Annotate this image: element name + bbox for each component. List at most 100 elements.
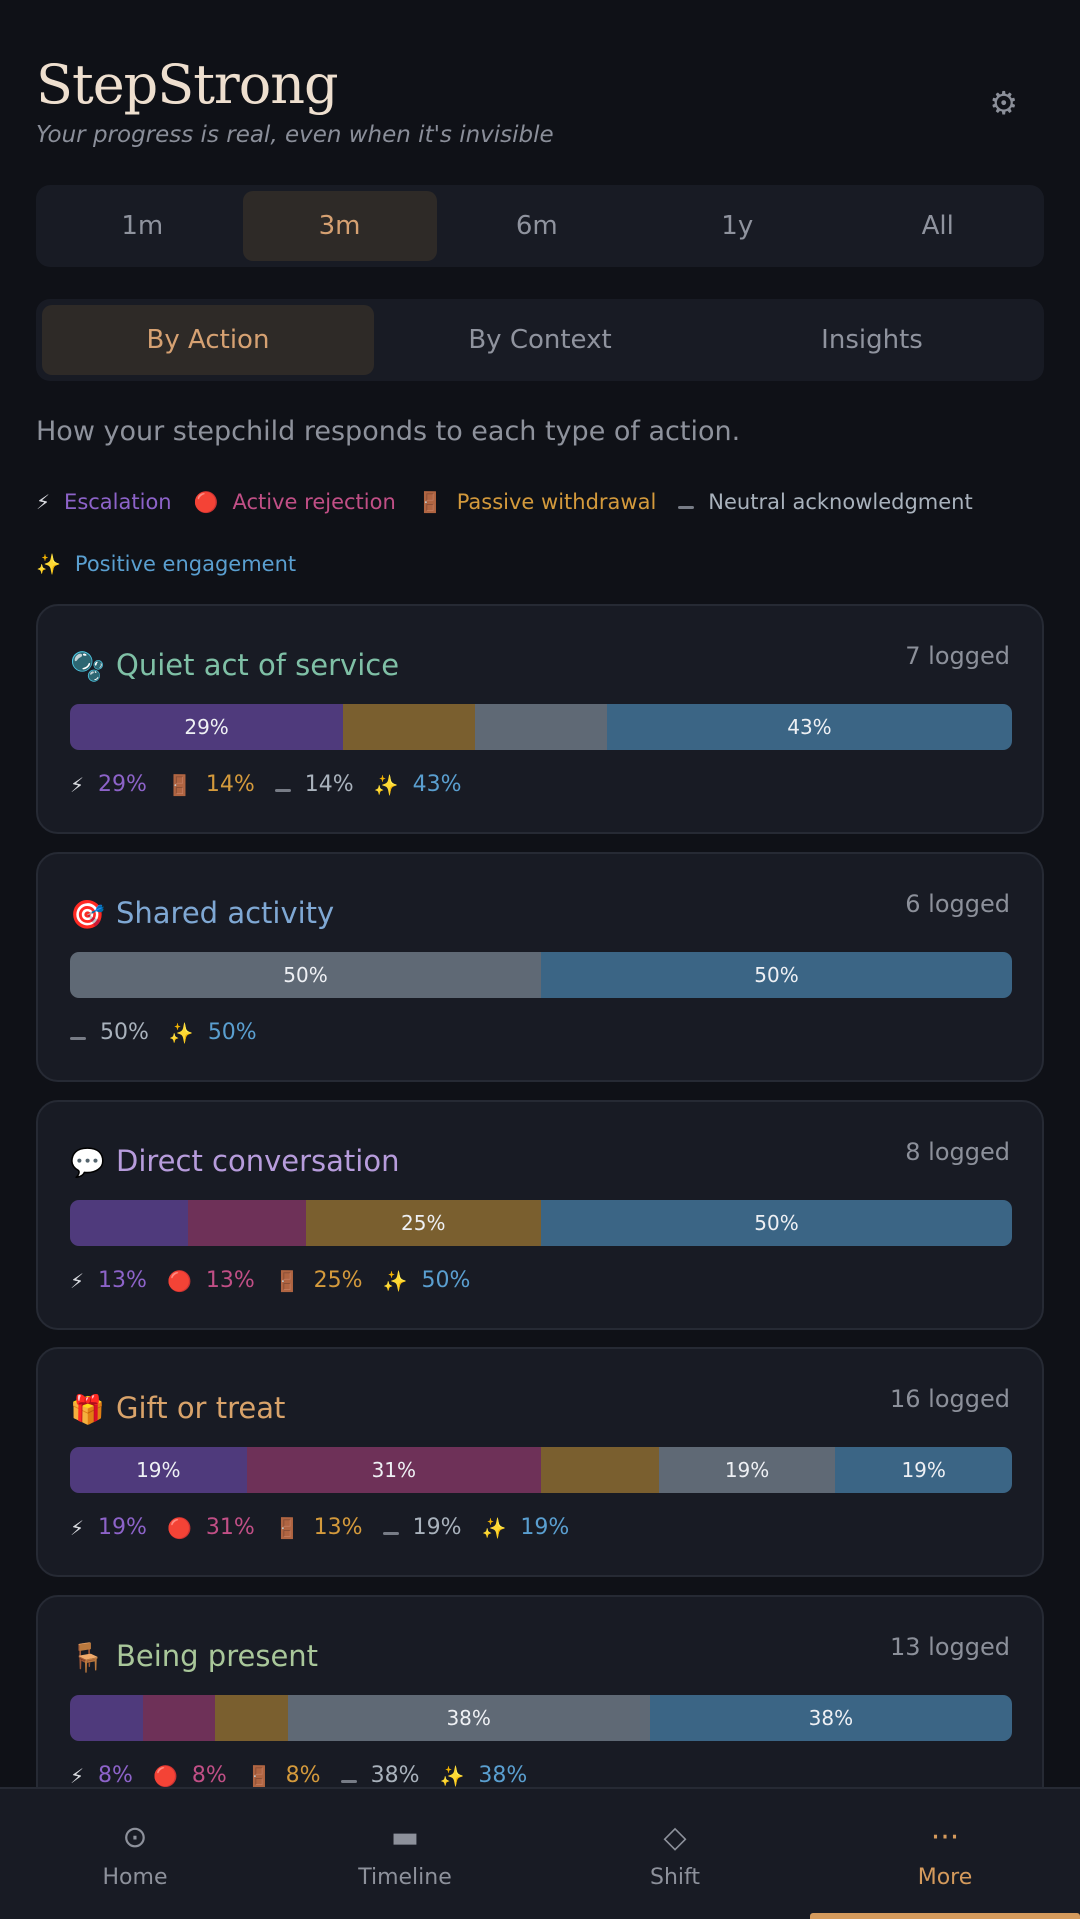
stat-value: 8% [285,1763,321,1788]
legend-label: Neutral acknowledgment [708,490,973,514]
stat-value: 19% [98,1515,147,1540]
card-icon: 🪑 [70,1641,105,1674]
stat-positive: ✨ 38% [439,1763,527,1788]
stat-value: 19% [520,1515,570,1540]
bar-segment-positive: 50% [541,1200,1012,1246]
stat-value: 13% [313,1515,363,1540]
red-circle-icon: 🔴 [166,1268,192,1293]
response-bar: 29% 43% [70,704,1012,750]
bar-segment-escalation [70,1695,143,1741]
stat-value: 38% [478,1763,528,1788]
stat-rejection: 🔴 13% [167,1268,255,1293]
door-icon: 🚪 [246,1763,272,1788]
range-tab-3m[interactable]: 3m [242,191,437,261]
card-title: Shared activity [116,896,335,930]
legend-label: Escalation [64,490,172,514]
nav-shift[interactable]: ◇ Shift [540,1789,810,1919]
bar-segment-positive: 43% [606,704,1012,750]
card-title: Gift or treat [116,1391,286,1425]
lightning-icon: ⚡ [70,1268,85,1293]
bar-segment-neutral: 19% [658,1447,836,1493]
stat-value: 29% [98,772,147,797]
nav-more[interactable]: ··· More [810,1789,1080,1919]
stat-withdrawal: 🚪 14% [167,772,255,797]
nav-label: Home [102,1864,168,1890]
bar-segment-rejection: 31% [246,1447,541,1493]
stat-positive: ✨ 50% [169,1020,257,1045]
red-circle-icon: 🔴 [152,1763,178,1788]
bar-segment-neutral [475,704,607,750]
sparkles-icon: ✨ [36,552,61,576]
nav-timeline[interactable]: ▬ Timeline [270,1789,540,1919]
lightning-icon: ⚡ [70,1515,85,1540]
response-bar: 50% 50% [70,952,1012,998]
intro-text: How your stepchild responds to each type… [36,416,741,447]
door-icon: 🚪 [417,490,443,514]
action-card[interactable]: 🎁 Gift or treat 16 logged 19% 31% 19% 19% ⚡ 19% 🔴… [36,1347,1044,1577]
stat-value: 8% [191,1763,227,1788]
door-icon: 🚪 [166,772,192,797]
legend-label: Positive engagement [74,552,297,576]
legend-withdrawal: 🚪 Passive withdrawal [418,486,657,518]
card-icon: 🎁 [70,1393,105,1426]
response-stats: 50% ✨ 50% [70,1020,277,1045]
logged-count: 7 logged [905,642,1010,670]
range-tab-all[interactable]: All [921,211,954,241]
stat-value: 13% [205,1268,255,1293]
door-icon: 🚪 [274,1268,300,1293]
legend: ⚡ Escalation 🔴 Active rejection 🚪 Passiv… [36,486,1046,580]
bar-segment-withdrawal: 25% [305,1200,541,1246]
legend-label: Passive withdrawal [456,490,657,514]
stat-positive: ✨ 50% [383,1268,471,1293]
timeline-icon: ▬ [390,1819,420,1855]
lightning-icon: ⚡ [70,772,85,797]
action-card[interactable]: 💬 Direct conversation 8 logged 25% 50% ⚡ 13% 🔴 1… [36,1100,1044,1330]
card-title: Direct conversation [116,1144,400,1178]
response-stats: ⚡ 13% 🔴 13% 🚪 25% ✨ 50% [70,1268,490,1293]
more-icon: ··· [930,1819,960,1855]
dash-icon [274,773,291,797]
bar-segment-positive: 50% [541,952,1012,998]
bar-segment-positive: 38% [649,1695,1012,1741]
view-tab-by-context[interactable]: By Context [468,325,612,355]
range-tab-1y[interactable]: 1y [721,211,754,241]
logged-count: 16 logged [890,1385,1010,1413]
range-tab-6m[interactable]: 6m [515,211,558,241]
dash-icon [70,1021,86,1045]
door-icon: 🚪 [274,1515,300,1540]
stat-withdrawal: 🚪 13% [275,1515,363,1540]
stat-value: 50% [207,1020,257,1045]
app-subtitle: Your progress is real, even when it's in… [36,122,554,148]
active-indicator [810,1913,1080,1919]
action-card[interactable]: 🎯 Shared activity 6 logged 50% 50% 50% ✨ 50% [36,852,1044,1082]
nav-label: More [917,1864,973,1890]
view-tab-insights[interactable]: Insights [821,325,923,355]
gear-icon[interactable]: ⚙ [989,84,1018,122]
red-circle-icon: 🔴 [193,490,219,514]
lightning-icon: ⚡ [70,1763,85,1788]
range-tab-1m[interactable]: 1m [121,211,164,241]
stat-rejection: 🔴 31% [167,1515,255,1540]
action-card[interactable]: 🫧 Quiet act of service 7 logged 29% 43% ⚡ 29% 🚪… [36,604,1044,834]
stat-neutral: 14% [274,772,354,797]
shift-icon: ◇ [663,1819,687,1855]
range-selector: 1m 3m 6m 1y All [36,185,1044,267]
sparkles-icon: ✨ [382,1268,408,1293]
response-bar: 38% 38% [70,1695,1012,1741]
legend-rejection: 🔴 Active rejection [194,486,396,518]
response-stats: ⚡ 8% 🔴 8% 🚪 8% 38% ✨ 38% [70,1763,547,1788]
card-icon: 💬 [70,1146,105,1179]
response-bar: 19% 31% 19% 19% [70,1447,1012,1493]
stat-escalation: ⚡ 13% [70,1268,147,1293]
card-title: Being present [116,1639,319,1673]
view-tab-by-action[interactable]: By Action [42,305,374,375]
home-icon: ⊙ [122,1819,148,1855]
nav-home[interactable]: ⊙ Home [0,1789,270,1919]
action-card[interactable]: 🪑 Being present 13 logged 38% 38% ⚡ 8% 🔴 8% 🚪 8% 38… [36,1595,1044,1825]
header: StepStrong Your progress is real, even w… [36,50,1044,148]
logged-count: 6 logged [905,890,1010,918]
stat-value: 25% [313,1268,363,1293]
stat-rejection: 🔴 8% [153,1763,227,1788]
bar-segment-withdrawal [343,704,476,750]
nav-label: Shift [649,1864,700,1890]
